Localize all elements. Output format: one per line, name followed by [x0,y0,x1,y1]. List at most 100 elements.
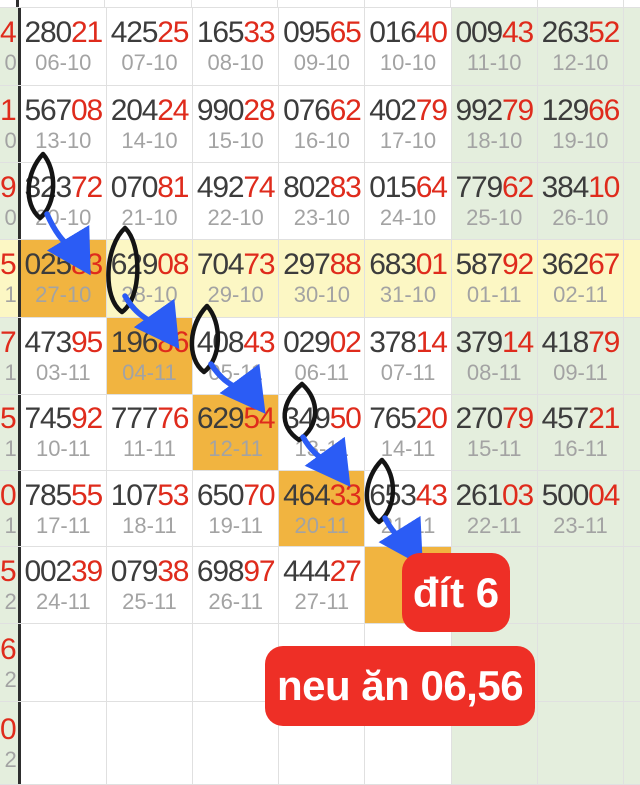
number-red-part: 72 [71,170,103,204]
number-black-part: 777 [110,402,159,436]
number-black-part: 650 [196,478,245,512]
number-red-part: 21 [588,402,620,436]
result-cell: 20424 14-10 [106,85,194,162]
number-red-part: 65 [329,16,362,50]
result-cell [193,702,280,785]
number-red-part: 74 [243,170,275,204]
partial-date-digit: 2 [4,747,17,773]
number-black-part: 704 [196,248,245,282]
draw-number: 37914 [455,325,534,360]
number-red-part: 27 [329,555,362,589]
right-partial-column-cell [624,162,640,239]
result-cell [20,702,107,785]
result-cell [19,0,106,7]
result-cell: 32372 20-10 [20,162,107,239]
number-red-part: 14 [415,325,448,359]
partial-date-digit: 0 [4,127,17,153]
draw-date: 09-10 [293,50,350,76]
draw-number: 40279 [369,94,448,128]
right-partial-column-cell [624,85,640,162]
number-black-part: 323 [24,170,73,204]
number-black-part: 129 [541,93,590,127]
number-red-part: 73 [243,248,275,282]
number-red-part: 50 [329,402,362,436]
number-black-part: 070 [110,170,159,204]
result-cell: 12966 19-10 [537,85,624,162]
draw-number: 70473 [196,248,276,282]
number-black-part: 029 [283,325,331,359]
draw-date: 14-11 [380,436,436,462]
draw-date: 30-10 [293,282,350,308]
right-partial-column-cell [624,317,640,394]
number-black-part: 009 [455,16,503,50]
result-cell [106,702,194,785]
draw-date: 25-10 [466,204,523,230]
number-red-part: 39 [71,555,103,589]
number-black-part: 095 [283,16,331,50]
number-black-part: 745 [24,402,73,436]
number-black-part: 567 [24,93,73,127]
draw-number: 12966 [541,93,621,128]
partial-date-digit: 1 [4,512,17,538]
table-row: 5 2 00239 24-11 07938 25-11 69897 26-11 44427 27-… [0,547,640,625]
partial-date-digit: 1 [4,282,17,308]
number-red-part: 70 [243,478,275,512]
number-red-part: 92 [71,402,103,436]
draw-date: 22-10 [207,204,264,230]
number-red-part: 97 [243,555,275,589]
number-black-part: 992 [455,93,503,127]
draw-number: 40843 [197,326,276,360]
draw-number: 78555 [25,479,104,513]
table-row: 1 0 56708 13-10 20424 14-10 99028 15-10 07662 16-… [0,85,640,163]
number-black-part: 079 [110,555,159,589]
number-black-part: 629 [110,248,159,282]
result-cell: 74592 10-11 [20,394,107,471]
number-black-part: 653 [369,478,417,512]
number-red-part: 08 [71,93,103,127]
number-black-part: 379 [455,325,503,359]
number-red-part: 43 [415,478,448,512]
number-black-part: 765 [369,402,417,436]
draw-number: 45721 [541,402,621,436]
number-black-part: 025 [24,248,73,282]
result-cell: 28021 06-10 [20,7,107,85]
draw-number: 65343 [369,478,448,513]
number-red-part: 28 [243,93,275,127]
right-partial-column-cell [624,624,640,702]
number-red-part: 86 [157,325,189,359]
draw-date: 12-10 [552,50,609,76]
number-red-part: 62 [329,93,362,127]
result-cell: 62954 12-11 [193,394,280,471]
draw-number: 20424 [110,93,190,128]
draw-number: 68301 [369,248,448,282]
draw-date: 31-10 [379,282,437,308]
draw-number: 80283 [283,170,362,205]
draw-date: 06-10 [35,50,92,76]
draw-number: 65070 [196,478,276,513]
partial-red-digit: 0 [0,713,17,747]
number-red-part: 83 [329,170,362,204]
draw-date: 14-10 [121,127,178,153]
result-cell: 78555 17-11 [20,471,107,547]
draw-date: 21-10 [121,204,178,230]
draw-date: 07-10 [121,50,178,76]
table-row: 5 1 02583 27-10 62908 28-10 70473 29-10 29788 30-… [0,239,640,318]
result-cell: 02583 27-10 [20,239,107,317]
number-black-part: 204 [110,93,159,127]
draw-date: 23-10 [293,204,350,230]
number-black-part: 015 [369,170,417,204]
result-cell: 09565 09-10 [279,7,366,85]
draw-number: 02583 [24,248,104,282]
number-red-part: 43 [501,16,534,50]
draw-number: 02902 [283,325,362,360]
result-cell: 01640 10-10 [365,7,452,85]
draw-date: 22-11 [466,512,522,538]
number-black-part: 457 [541,402,590,436]
result-cell: 01564 24-10 [365,162,452,239]
result-cell [451,0,538,7]
draw-date: 01-11 [466,282,522,308]
number-black-part: 418 [541,325,590,359]
